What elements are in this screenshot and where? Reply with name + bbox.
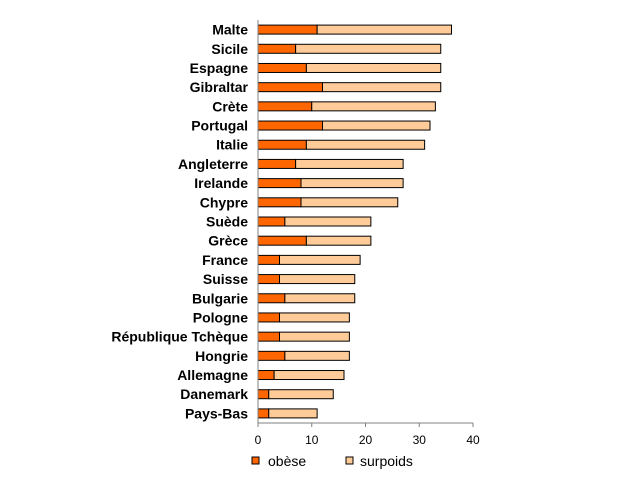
category-label-sicile: Sicile [211,41,248,57]
x-tick-label-10: 10 [305,433,319,447]
bar-surpoids-espagne [305,62,442,73]
category-label-suisse: Suisse [203,271,248,287]
bar-surpoids-malte [316,24,452,35]
category-label-allemagne: Allemagne [177,367,248,383]
x-tick-label-0: 0 [255,433,262,447]
bar-obese-gibraltar [257,82,323,93]
category-label-pays-bas: Pays-Bas [185,405,248,421]
bar-surpoids-chypre [300,197,399,208]
bars-group [257,24,452,419]
category-label-crete: Crète [212,98,248,114]
legend: obèse surpoids [251,453,413,469]
category-label-chypre: Chypre [200,194,248,210]
bar-obese-crete [257,101,313,112]
bar-obese-bulgarie [257,293,286,304]
category-label-grece: Grèce [208,233,248,249]
bar-obese-irelande [257,178,302,189]
bar-obese-republique-tcheque [257,331,280,342]
category-label-malte: Malte [212,22,248,38]
bar-surpoids-france [279,254,361,265]
bar-obese-danemark [257,389,270,400]
bar-surpoids-pologne [279,312,350,323]
bar-surpoids-republique-tcheque [279,331,350,342]
x-axis-ticks: 0 10 20 30 40 [255,423,480,447]
bar-surpoids-allemagne [273,370,345,381]
x-tick-label-20: 20 [359,433,373,447]
category-label-espagne: Espagne [190,60,249,76]
bar-surpoids-suede [284,216,372,227]
bar-surpoids-portugal [322,120,431,131]
category-label-portugal: Portugal [191,118,248,134]
bar-surpoids-irelande [300,178,404,189]
bar-obese-pays-bas [257,408,270,419]
category-label-pologne: Pologne [193,309,248,325]
category-label-gibraltar: Gibraltar [190,79,249,95]
bar-obese-angleterre [257,158,297,169]
bar-surpoids-danemark [268,389,334,400]
legend-label-obese: obèse [268,453,306,469]
bar-obese-hongrie [257,350,286,361]
legend-swatch-obese [251,456,260,465]
category-label-danemark: Danemark [180,386,248,402]
bar-obese-italie [257,139,307,150]
x-tick-label-30: 30 [413,433,427,447]
category-label-bulgarie: Bulgarie [192,290,248,306]
legend-swatch-surpoids [345,456,354,465]
category-label-italie: Italie [216,137,248,153]
bar-surpoids-grece [305,235,372,246]
bar-obese-malte [257,24,318,35]
bar-surpoids-gibraltar [322,82,442,93]
bar-surpoids-pays-bas [268,408,318,419]
x-tick-label-40: 40 [466,433,480,447]
category-label-angleterre: Angleterre [178,156,248,172]
bar-obese-pologne [257,312,280,323]
category-label-republique-tcheque: République Tchèque [111,329,248,345]
bar-obese-portugal [257,120,323,131]
bar-obese-france [257,254,280,265]
bar-obese-sicile [257,43,297,54]
bar-obese-grece [257,235,307,246]
category-labels: Malte Sicile Espagne Gibraltar Crète Portugal… [111,22,248,422]
category-label-irelande: Irelande [194,175,248,191]
bar-obese-chypre [257,197,302,208]
legend-label-surpoids: surpoids [360,453,413,469]
bar-obese-espagne [257,62,307,73]
category-label-hongrie: Hongrie [195,348,248,364]
category-label-france: France [202,252,248,268]
bar-obese-suisse [257,274,280,285]
bar-surpoids-sicile [295,43,442,54]
category-label-suede: Suède [206,214,248,230]
bar-obese-suede [257,216,286,227]
bar-obese-allemagne [257,370,275,381]
bar-surpoids-italie [305,139,426,150]
bar-surpoids-hongrie [284,350,350,361]
bar-surpoids-angleterre [295,158,404,169]
bar-surpoids-crete [311,101,436,112]
bar-surpoids-bulgarie [284,293,356,304]
bar-surpoids-suisse [279,274,356,285]
